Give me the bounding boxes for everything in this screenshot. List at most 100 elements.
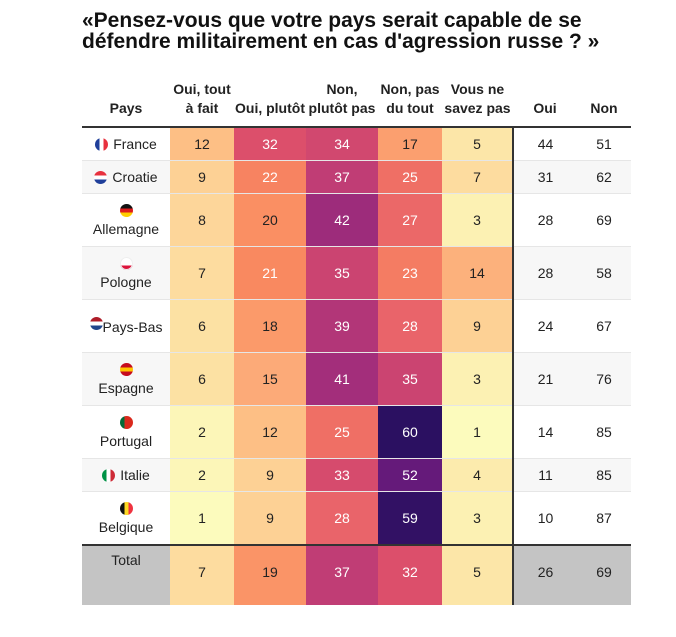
value-cell-ne-savez-pas: 4 xyxy=(442,458,513,492)
table-row: Espagne 6 15 41 35 3 21 76 xyxy=(82,352,631,406)
spain-flag-icon xyxy=(119,362,133,376)
value-cell-non-pas-du-tout: 32 xyxy=(378,544,442,605)
sum-cell-non: 69 xyxy=(577,193,631,247)
value-cell-oui-plutot: 22 xyxy=(234,160,306,194)
table-row: Italie 2 9 33 52 4 11 85 xyxy=(82,458,631,492)
value-cell-oui-tout-a-fait: 6 xyxy=(170,299,234,353)
sum-cell-non: 67 xyxy=(577,299,631,353)
value-cell-non-pas-du-tout: 28 xyxy=(378,299,442,353)
sum-cell-oui: 26 xyxy=(512,544,577,605)
netherlands-flag-icon xyxy=(89,317,103,330)
sum-cell-oui: 44 xyxy=(512,127,577,161)
country-cell: Total xyxy=(82,544,170,605)
sum-cell-non: 51 xyxy=(577,127,631,161)
value-cell-oui-plutot: 19 xyxy=(234,544,306,605)
value-cell-non-pas-du-tout: 35 xyxy=(378,352,442,406)
results-table: Pays Oui, tout à fait Oui, plutôt Non, plut… xyxy=(82,80,631,605)
sum-cell-non: 87 xyxy=(577,491,631,546)
column-header-oui-plutot: Oui, plutôt xyxy=(234,80,306,128)
germany-flag-icon xyxy=(119,203,133,217)
value-cell-ne-savez-pas: 3 xyxy=(442,352,513,406)
value-cell-non-plutot-pas: 42 xyxy=(306,193,378,247)
portugal-flag-icon xyxy=(119,415,133,429)
column-header-pays: Pays xyxy=(82,80,170,128)
country-name: Allemagne xyxy=(92,220,160,237)
country-name: Belgique xyxy=(98,518,154,535)
country-cell: Italie xyxy=(82,458,170,492)
value-cell-non-plutot-pas: 37 xyxy=(306,160,378,194)
sum-cell-non: 69 xyxy=(577,544,631,605)
value-cell-non-pas-du-tout: 59 xyxy=(378,491,442,546)
country-name: Pays-Bas xyxy=(102,319,163,335)
country-name: Espagne xyxy=(98,379,154,396)
sum-cell-oui: 24 xyxy=(512,299,577,353)
value-cell-non-plutot-pas: 28 xyxy=(306,491,378,546)
value-cell-non-plutot-pas: 34 xyxy=(306,127,378,161)
value-cell-oui-plutot: 9 xyxy=(234,491,306,546)
value-cell-oui-tout-a-fait: 1 xyxy=(170,491,234,546)
country-cell: Portugal xyxy=(82,405,170,459)
value-cell-oui-tout-a-fait: 12 xyxy=(170,127,234,161)
value-cell-non-plutot-pas: 37 xyxy=(306,544,378,605)
results-table-container[interactable]: Pays Oui, tout à fait Oui, plutôt Non, plut… xyxy=(82,80,631,605)
country-name: Total xyxy=(111,552,141,568)
sum-cell-non: 76 xyxy=(577,352,631,406)
value-cell-non-plutot-pas: 35 xyxy=(306,246,378,300)
value-cell-oui-plutot: 15 xyxy=(234,352,306,406)
country-cell: Pays-Bas xyxy=(82,299,170,353)
table-row: France 12 32 34 17 5 44 51 xyxy=(82,127,631,161)
country-name: Pologne xyxy=(100,273,152,290)
total-row: Total 7 19 37 32 5 26 69 xyxy=(82,544,631,605)
value-cell-non-plutot-pas: 25 xyxy=(306,405,378,459)
value-cell-non-pas-du-tout: 60 xyxy=(378,405,442,459)
value-cell-ne-savez-pas: 5 xyxy=(442,544,513,605)
value-cell-non-plutot-pas: 33 xyxy=(306,458,378,492)
sum-cell-oui: 11 xyxy=(512,458,577,492)
country-cell: France xyxy=(82,127,170,161)
value-cell-non-pas-du-tout: 27 xyxy=(378,193,442,247)
sum-cell-oui: 28 xyxy=(512,246,577,300)
table-row: Pays-Bas 6 18 39 28 9 24 67 xyxy=(82,299,631,353)
value-cell-oui-plutot: 32 xyxy=(234,127,306,161)
column-header-non-plutot-pas: Non, plutôt pas xyxy=(306,80,378,128)
value-cell-ne-savez-pas: 3 xyxy=(442,491,513,546)
table-row: Croatie 9 22 37 25 7 31 62 xyxy=(82,160,631,194)
value-cell-oui-tout-a-fait: 6 xyxy=(170,352,234,406)
table-row: Portugal 2 12 25 60 1 14 85 xyxy=(82,405,631,459)
poland-flag-icon xyxy=(119,256,133,270)
column-header-non-total: Non xyxy=(577,80,631,128)
value-cell-oui-tout-a-fait: 9 xyxy=(170,160,234,194)
value-cell-oui-plutot: 9 xyxy=(234,458,306,492)
belgium-flag-icon xyxy=(119,501,133,515)
table-row: Pologne 7 21 35 23 14 28 58 xyxy=(82,246,631,300)
value-cell-oui-tout-a-fait: 8 xyxy=(170,193,234,247)
value-cell-oui-plutot: 12 xyxy=(234,405,306,459)
country-cell: Croatie xyxy=(82,160,170,194)
value-cell-ne-savez-pas: 7 xyxy=(442,160,513,194)
value-cell-ne-savez-pas: 3 xyxy=(442,193,513,247)
country-name: Italie xyxy=(120,467,150,483)
value-cell-oui-plutot: 21 xyxy=(234,246,306,300)
sum-cell-non: 58 xyxy=(577,246,631,300)
value-cell-oui-plutot: 20 xyxy=(234,193,306,247)
column-header-oui-tout-a-fait: Oui, tout à fait xyxy=(170,80,234,128)
value-cell-ne-savez-pas: 9 xyxy=(442,299,513,353)
value-cell-oui-tout-a-fait: 7 xyxy=(170,544,234,605)
sum-cell-oui: 31 xyxy=(512,160,577,194)
column-header-oui-total: Oui xyxy=(513,80,577,128)
sum-cell-oui: 28 xyxy=(512,193,577,247)
value-cell-oui-tout-a-fait: 7 xyxy=(170,246,234,300)
value-cell-ne-savez-pas: 5 xyxy=(442,127,513,161)
country-cell: Pologne xyxy=(82,246,170,300)
table-row: Belgique 1 9 28 59 3 10 87 xyxy=(82,491,631,546)
sum-cell-non: 85 xyxy=(577,405,631,459)
value-cell-non-pas-du-tout: 25 xyxy=(378,160,442,194)
value-cell-oui-tout-a-fait: 2 xyxy=(170,405,234,459)
france-flag-icon xyxy=(95,138,109,151)
value-cell-non-pas-du-tout: 23 xyxy=(378,246,442,300)
value-cell-non-plutot-pas: 41 xyxy=(306,352,378,406)
value-cell-non-pas-du-tout: 17 xyxy=(378,127,442,161)
country-cell: Belgique xyxy=(82,491,170,546)
sum-cell-non: 85 xyxy=(577,458,631,492)
value-cell-ne-savez-pas: 1 xyxy=(442,405,513,459)
